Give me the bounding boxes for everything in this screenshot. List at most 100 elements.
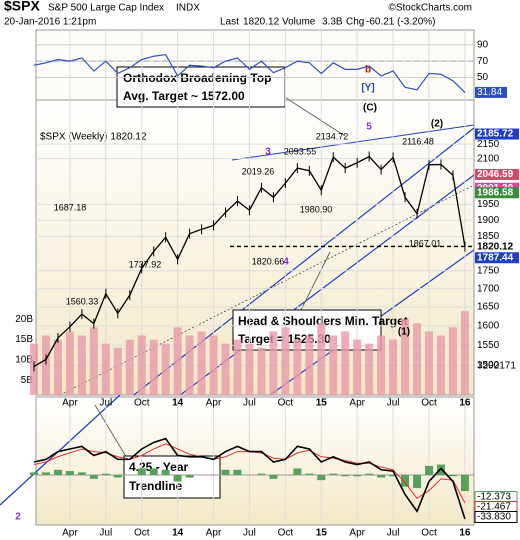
macd-hist — [317, 474, 326, 481]
y-tick-label: 2100 — [477, 153, 500, 164]
volume-bar — [329, 335, 338, 395]
pointer — [94, 404, 129, 461]
macd-hist — [101, 473, 110, 475]
macd-tag-label: -21.467 — [477, 502, 511, 513]
volume-bar — [221, 343, 230, 395]
volume-bar — [233, 339, 242, 395]
macd-hist — [425, 465, 434, 475]
annotation: Trendline — [129, 479, 183, 493]
volume-bar — [149, 339, 158, 395]
macd-hist — [137, 468, 146, 475]
x-tick-label: Jul — [243, 398, 256, 409]
macd-hist — [293, 468, 302, 475]
last: 1820.12 — [243, 17, 280, 28]
macd-hist — [377, 474, 386, 478]
legend: $SPX (Weekly) 1820.12 — [40, 132, 147, 143]
x-tick-label: 14 — [172, 528, 184, 539]
credit: ©StockCharts.com — [388, 3, 472, 14]
volume-bar — [113, 347, 122, 395]
x-tick-label: Oct — [278, 528, 294, 539]
y-tick-label: 1700 — [477, 283, 500, 294]
date: 20-Jan-2016 1:21pm — [4, 17, 96, 28]
volume-bar — [425, 331, 434, 395]
x-tick-label: Jul — [387, 398, 400, 409]
macd-hist — [269, 474, 278, 479]
x-tick-label: 14 — [172, 398, 184, 409]
macd-hist — [305, 473, 314, 475]
wave-label: (2) — [431, 119, 443, 130]
annotation-box — [123, 455, 221, 499]
macd-hist — [460, 474, 469, 492]
point-label: 1560.33 — [66, 296, 99, 306]
macd-hist — [173, 474, 182, 482]
volume-bar — [101, 343, 110, 395]
volume-bar — [185, 335, 194, 395]
macd-macd — [33, 437, 466, 520]
wave-label: [Y] — [361, 83, 374, 94]
volume-bar — [436, 335, 445, 395]
point-label: 2019.26 — [242, 166, 275, 176]
volume-tick-label: 20B — [15, 314, 33, 325]
x-tick-label: 15 — [316, 528, 328, 539]
volume-bar — [77, 335, 86, 395]
volume-bar — [161, 343, 170, 395]
volume: 3.3B — [322, 17, 343, 28]
x-tick-label: Apr — [206, 528, 222, 539]
rsi-tick-label: 90 — [477, 39, 489, 50]
macd-hist — [149, 468, 158, 475]
volume-bar — [269, 331, 278, 395]
point-label: 1867.01 — [409, 238, 442, 248]
volume-bar — [305, 335, 314, 395]
trendline — [231, 124, 474, 161]
macd-tag — [474, 511, 518, 523]
volume-bar — [389, 339, 398, 395]
macd-hist — [448, 474, 457, 477]
macd-hist — [257, 473, 266, 475]
macd-hist — [401, 474, 410, 487]
pointer — [299, 251, 331, 313]
volume-bar — [413, 323, 422, 395]
x-tick-label: Oct — [421, 528, 437, 539]
y-tick-label: 1600 — [477, 321, 500, 332]
rsi-tick-label: 50 — [477, 72, 489, 83]
volume-bar — [317, 323, 326, 395]
rsi-tag — [475, 86, 507, 98]
volume-bar — [89, 327, 98, 395]
price-tag — [475, 241, 519, 253]
point-label: 1687.18 — [54, 202, 87, 212]
y-tick-label: 1650 — [477, 302, 500, 313]
macd-hist — [413, 474, 422, 488]
volume-bar — [293, 339, 302, 395]
price-tag-label: 1986.58 — [477, 187, 514, 198]
price-tag-label: 1787.44 — [477, 252, 514, 263]
macd-hist — [329, 473, 338, 475]
annotation: Avg. Target ~ 1572.00 — [123, 89, 245, 103]
macd-tag-label: -12.373 — [477, 492, 511, 503]
price-tag — [475, 187, 519, 199]
x-tick-label: 16 — [459, 398, 471, 409]
exchange: INDX — [176, 3, 200, 14]
volume-bar — [377, 335, 386, 395]
macd-hist — [436, 464, 445, 475]
price-tag — [475, 128, 519, 140]
volume-bar — [460, 311, 469, 395]
macd-hist — [41, 472, 50, 475]
point-label: 1980.90 — [300, 204, 333, 214]
chg: -60.21 (-3.20%) — [366, 17, 435, 28]
macd-hist — [365, 473, 374, 475]
macd-hist — [77, 472, 86, 475]
rsi-line — [33, 53, 466, 93]
x-tick-label: Apr — [206, 398, 222, 409]
price-tag — [475, 252, 519, 264]
volume-bar — [197, 331, 206, 395]
symbol: $SPX — [4, 0, 40, 14]
macd-hist — [161, 469, 170, 475]
wave-label: (1) — [398, 327, 410, 338]
y-tick-label: 1950 — [477, 199, 500, 210]
price-tag-label: 2046.59 — [477, 169, 514, 180]
y-tick-label: 1900 — [477, 215, 500, 226]
point-label: 2116.48 — [402, 136, 434, 146]
y-tick-label: 2150 — [477, 139, 500, 150]
index-name: S&P 500 Large Cap Index — [48, 3, 164, 14]
